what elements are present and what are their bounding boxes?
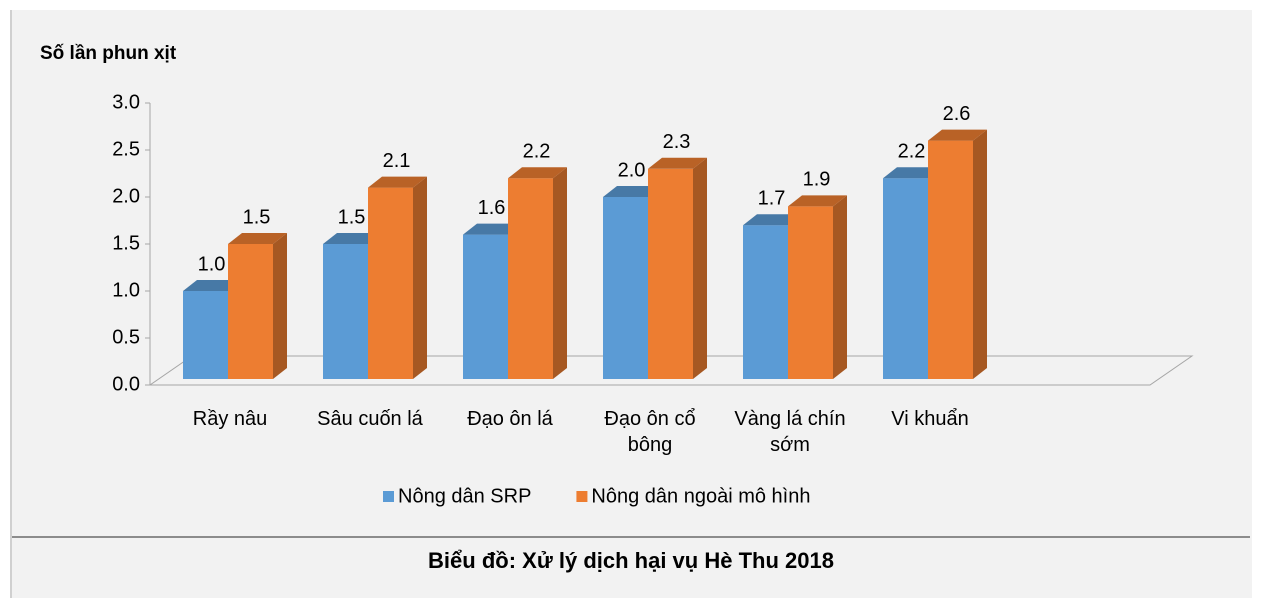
bar-front [928,140,973,379]
bar-front [228,244,273,379]
bar-top [883,167,942,179]
bar [928,129,987,379]
bar [508,167,567,379]
data-label: 1.7 [758,187,786,209]
bar-top [928,129,987,141]
bar-top [323,233,382,244]
bar-side [553,167,567,379]
data-label: 1.5 [243,206,271,228]
bar-top [603,186,662,197]
bar-side [273,233,287,379]
caption: Biểu đồ: Xử lý dịch hại vụ Hè Thu 2018 [428,548,834,573]
x-tick-label: Sâu cuốn lá [317,408,423,430]
legend-label: Nông dân SRP [398,485,531,507]
bar-front [368,187,413,379]
y-tick-label: 2.0 [112,185,140,207]
bar-front [648,168,693,379]
y-tick-label: 0.5 [112,326,140,348]
legend-swatch [576,491,588,502]
data-label: 1.6 [478,197,506,219]
bar-top [788,195,847,207]
bar-front [508,178,553,379]
bar [368,176,427,379]
x-tick-label: Vàng lá chín sớm [734,408,846,456]
bar [228,233,287,379]
y-tick-label: 2.5 [112,138,140,160]
bar-top [228,233,287,244]
bar-top [368,176,427,188]
bar-front [323,244,368,379]
data-label: 1.9 [803,169,831,191]
bar-side [973,129,987,379]
x-tick-label: Đạo ôn cổ bông [604,408,696,456]
y-axis-label: Số lần phun xịt [40,43,177,64]
data-label: 2.6 [943,103,971,125]
x-tick-label: Rầy nâu [192,408,268,430]
legend-label: Nông dân ngoài mô hình [591,485,810,507]
bar-side [693,157,707,379]
y-tick-label: 3.0 [112,91,140,113]
bar-front [463,234,508,379]
data-label: 2.0 [618,159,646,181]
legend-swatch [383,491,394,502]
bar-front [603,197,648,379]
y-tick-label: 1.0 [112,279,140,301]
bar-front [183,291,228,379]
data-label: 2.2 [523,140,551,162]
caption-divider [12,536,1250,538]
data-label: 2.1 [383,150,411,172]
bar-top [463,223,522,235]
bar-top [648,157,707,169]
x-tick-label: Đạo ôn lá [467,408,553,430]
data-label: 1.5 [338,206,366,228]
y-tick-label: 0.0 [112,373,140,395]
bar-side [833,195,847,379]
bar [648,157,707,379]
data-label: 2.3 [663,131,691,153]
data-label: 2.2 [898,140,926,162]
bar-top [183,280,242,291]
bar-top [508,167,567,179]
bar-front [788,206,833,379]
y-tick-label: 1.5 [112,232,140,254]
bar-front [743,225,788,379]
x-tick-label: Vi khuẩn [891,408,969,430]
bar-side [413,176,427,379]
data-label: 1.0 [198,253,226,275]
bar [788,195,847,379]
bar-front [883,178,928,379]
bar-top [743,214,802,226]
